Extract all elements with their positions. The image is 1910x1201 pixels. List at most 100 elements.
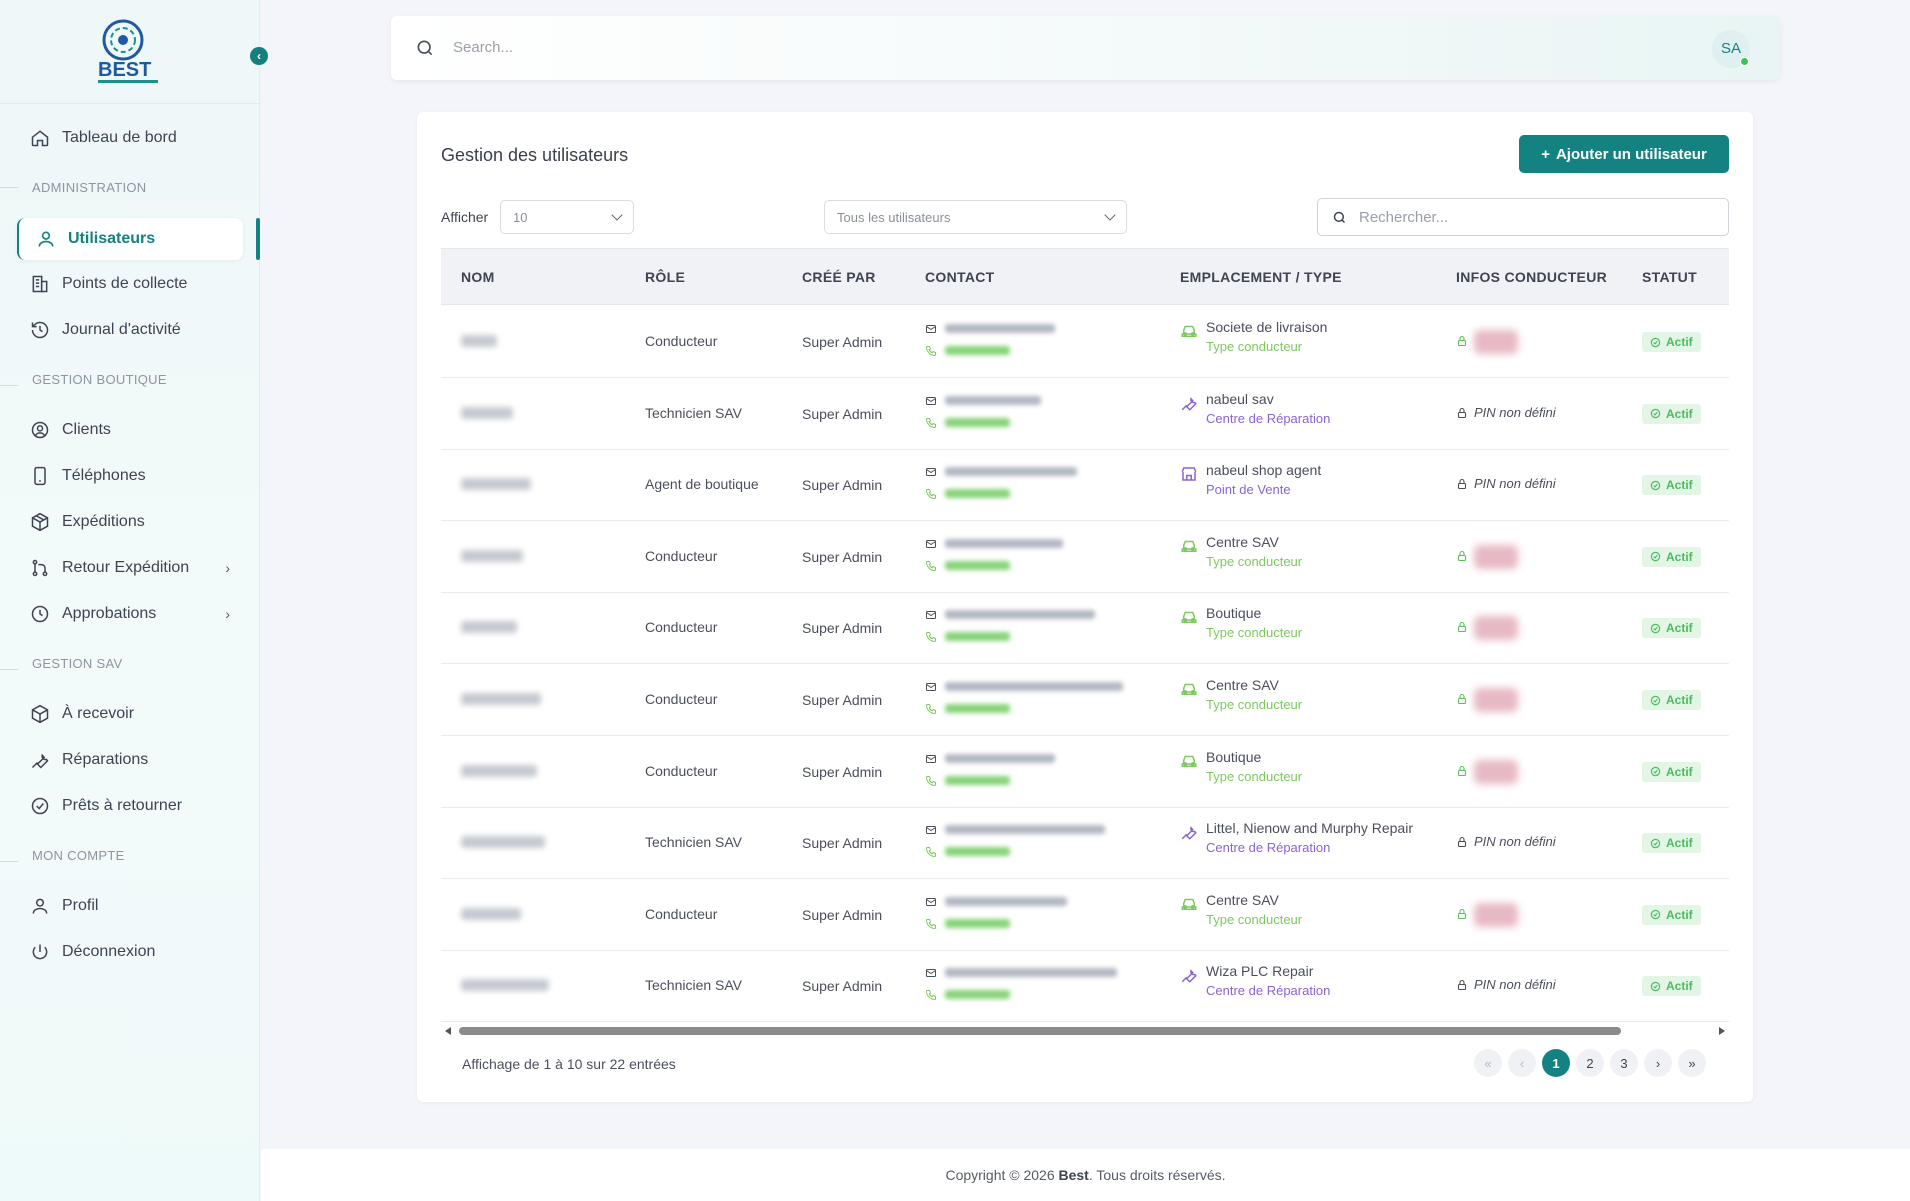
- redacted-name: [461, 406, 513, 419]
- lock-icon: [1457, 335, 1467, 347]
- user-filter-select[interactable]: Tous les utilisateurs: [824, 200, 1127, 234]
- sidebar-item-dashboard[interactable]: Tableau de bord: [30, 118, 230, 158]
- table-row[interactable]: Conducteur Super Admin Boutique Type conduc…: [441, 736, 1729, 808]
- lock-icon: [1457, 908, 1467, 919]
- status-label: Actif: [1666, 693, 1693, 707]
- table-search-input[interactable]: Rechercher...: [1317, 198, 1729, 236]
- col-contact[interactable]: CONTACT: [925, 269, 995, 285]
- cell-name: [441, 592, 621, 664]
- table-row[interactable]: Agent de boutique Super Admin nabeul shop …: [441, 449, 1729, 522]
- chevron-left-icon[interactable]: ‹: [250, 47, 268, 65]
- table-row[interactable]: Conducteur Super Admin Societe de livraiso…: [441, 306, 1729, 378]
- sidebar-item-logout[interactable]: Déconnexion: [30, 932, 230, 972]
- scroll-thumb[interactable]: [459, 1027, 1621, 1035]
- cell-driver-info: [1456, 736, 1626, 808]
- col-nom[interactable]: NOM: [461, 269, 495, 285]
- table-row[interactable]: Conducteur Super Admin Centre SAV Type cond…: [441, 664, 1729, 736]
- redacted-pin: [1474, 688, 1518, 712]
- scroll-left-icon[interactable]: [445, 1027, 451, 1035]
- cell-created-by: Super Admin: [802, 692, 883, 708]
- table-row[interactable]: Conducteur Super Admin Centre SAV Type cond…: [441, 521, 1729, 593]
- divider: [0, 669, 18, 670]
- global-search-input[interactable]: Search...: [453, 39, 514, 56]
- sidebar-item-phones[interactable]: Téléphones: [30, 456, 230, 496]
- car-icon: [1181, 755, 1197, 767]
- section-gestion-boutique: GESTION BOUTIQUE: [32, 372, 167, 387]
- cell-status: Actif: [1642, 879, 1722, 951]
- table-row[interactable]: Technicien SAV Super Admin Littel, Nienow …: [441, 807, 1729, 880]
- top-search-bar: Search... SA: [391, 16, 1780, 80]
- wrench-icon: [1181, 969, 1197, 984]
- cell-created-by: Super Admin: [802, 334, 883, 350]
- table-row[interactable]: Technicien SAV Super Admin Wiza PLC Repair…: [441, 950, 1729, 1023]
- sidebar-item-users[interactable]: Utilisateurs: [17, 218, 243, 260]
- mail-icon: [926, 969, 936, 978]
- page-2-button[interactable]: 2: [1576, 1049, 1604, 1077]
- online-status-dot: [1740, 57, 1749, 66]
- table-row[interactable]: Conducteur Super Admin Centre SAV Type cond…: [441, 879, 1729, 951]
- cell-contact: [925, 950, 1155, 1022]
- sidebar-item-shipments[interactable]: Expéditions: [30, 502, 230, 542]
- page-size-select[interactable]: 10: [500, 200, 634, 234]
- table-search-placeholder: Rechercher...: [1359, 208, 1449, 226]
- redacted-pin: [1474, 616, 1518, 641]
- cell-created-by: Super Admin: [802, 906, 883, 923]
- sidebar-item-label: Journal d'activité: [62, 321, 181, 338]
- avatar[interactable]: SA: [1712, 30, 1750, 68]
- best-logo[interactable]: BEST: [96, 18, 166, 90]
- page-1-button[interactable]: 1: [1542, 1049, 1570, 1077]
- sidebar-item-label: Déconnexion: [62, 943, 156, 960]
- col-created-by[interactable]: CRÉÉ PAR: [802, 269, 876, 285]
- redacted-email: [945, 968, 1117, 978]
- cell-created-by: Super Admin: [802, 405, 883, 422]
- page-first-button[interactable]: «: [1474, 1049, 1502, 1077]
- user-circle-icon: [31, 421, 49, 439]
- status-badge: Actif: [1642, 546, 1701, 567]
- sidebar-item-activity-log[interactable]: Journal d'activité: [30, 310, 230, 350]
- sidebar-item-repairs[interactable]: Réparations: [30, 740, 230, 780]
- footer-suffix: . Tous droits réservés.: [1088, 1167, 1226, 1183]
- sidebar-item-collection-points[interactable]: Points de collecte: [30, 264, 230, 304]
- sidebar-item-approvals[interactable]: Approbations ›: [30, 594, 230, 634]
- redacted-email: [945, 395, 1041, 405]
- col-location[interactable]: EMPLACEMENT / TYPE: [1180, 269, 1342, 285]
- table-row[interactable]: Conducteur Super Admin Boutique Type conduc…: [441, 592, 1729, 665]
- status-label: Actif: [1666, 478, 1693, 493]
- sidebar-item-clients[interactable]: Clients: [30, 410, 230, 450]
- mail-icon: [926, 754, 936, 763]
- section-gestion-sav: GESTION SAV: [32, 656, 123, 671]
- page-last-button[interactable]: »: [1678, 1049, 1706, 1077]
- table-row[interactable]: Technicien SAV Super Admin nabeul sav Centr…: [441, 378, 1729, 450]
- sidebar-item-label: Approbations: [62, 605, 157, 622]
- footer-brand[interactable]: Best: [1058, 1167, 1089, 1183]
- add-user-button[interactable]: + Ajouter un utilisateur: [1519, 135, 1729, 173]
- sidebar-item-label: Clients: [62, 421, 111, 438]
- col-status[interactable]: STATUT: [1642, 269, 1697, 285]
- mail-icon: [926, 683, 936, 691]
- col-role[interactable]: RÔLE: [645, 269, 686, 285]
- page-prev-button[interactable]: ‹: [1508, 1049, 1536, 1077]
- sidebar-item-return-shipment[interactable]: Retour Expédition ›: [30, 548, 230, 588]
- user-icon: [32, 898, 48, 914]
- scroll-right-icon[interactable]: [1719, 1027, 1725, 1035]
- location-type: Type conducteur: [1206, 553, 1303, 569]
- col-driver-info[interactable]: INFOS CONDUCTEUR: [1456, 269, 1608, 285]
- sidebar-item-profile[interactable]: Profil: [30, 886, 230, 926]
- sidebar-item-label: Prêts à retourner: [62, 797, 183, 814]
- horizontal-scrollbar[interactable]: [441, 1024, 1729, 1038]
- status-label: Actif: [1666, 406, 1693, 421]
- location-type: Type conducteur: [1206, 697, 1303, 712]
- cell-role: Conducteur: [645, 619, 718, 636]
- power-icon: [32, 944, 48, 960]
- location-name: nabeul shop agent: [1206, 462, 1322, 479]
- chevron-down-icon: [611, 209, 623, 221]
- page-3-button[interactable]: 3: [1610, 1049, 1638, 1077]
- sidebar-item-to-receive[interactable]: À recevoir: [30, 694, 230, 734]
- redacted-name: [461, 693, 541, 705]
- cell-driver-info: [1456, 664, 1626, 736]
- status-badge: Actif: [1642, 761, 1701, 782]
- status-label: Actif: [1666, 764, 1693, 779]
- sidebar-item-ready-to-return[interactable]: Prêts à retourner: [30, 786, 230, 826]
- cell-role: Conducteur: [645, 547, 718, 564]
- page-next-button[interactable]: ›: [1644, 1049, 1672, 1077]
